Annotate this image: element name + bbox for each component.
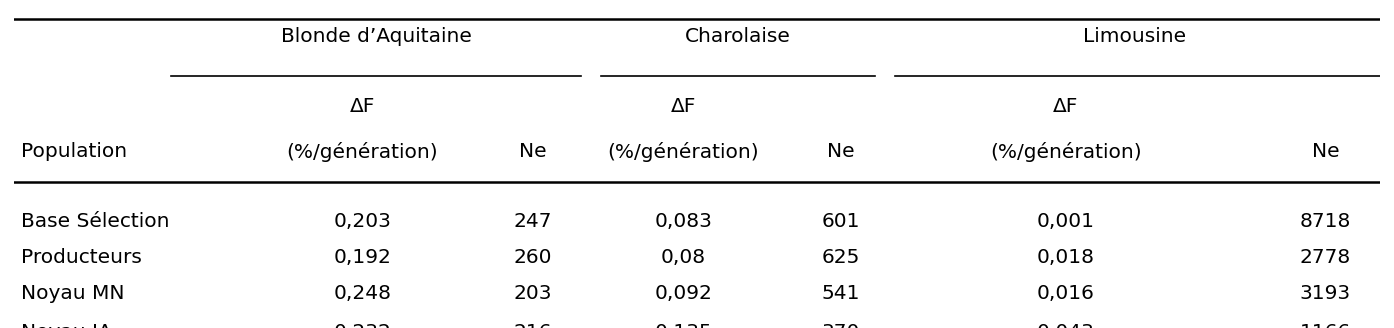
Text: Ne: Ne (1312, 142, 1340, 161)
Text: 0,08: 0,08 (661, 248, 705, 267)
Text: Noyau MN: Noyau MN (21, 284, 124, 303)
Text: Noyau IA: Noyau IA (21, 323, 112, 328)
Text: (%/génération): (%/génération) (608, 142, 760, 162)
Text: Producteurs: Producteurs (21, 248, 142, 267)
Text: 0,083: 0,083 (654, 212, 712, 231)
Text: 0,135: 0,135 (654, 323, 712, 328)
Text: 370: 370 (821, 323, 860, 328)
Text: 3193: 3193 (1299, 284, 1351, 303)
Text: 247: 247 (514, 212, 552, 231)
Text: Population: Population (21, 142, 127, 161)
Text: 0,018: 0,018 (1037, 248, 1094, 267)
Text: Base Sélection: Base Sélection (21, 212, 169, 231)
Text: ΔF: ΔF (350, 97, 375, 116)
Text: Blonde d’Aquitaine: Blonde d’Aquitaine (280, 27, 471, 46)
Text: ΔF: ΔF (1052, 97, 1079, 116)
Text: 0,043: 0,043 (1037, 323, 1094, 328)
Text: 8718: 8718 (1299, 212, 1351, 231)
Text: 541: 541 (821, 284, 860, 303)
Text: 216: 216 (514, 323, 552, 328)
Text: 0,092: 0,092 (654, 284, 712, 303)
Text: ΔF: ΔF (671, 97, 696, 116)
Text: 0,001: 0,001 (1037, 212, 1094, 231)
Text: Charolaise: Charolaise (684, 27, 790, 46)
Text: 0,248: 0,248 (333, 284, 392, 303)
Text: 0,192: 0,192 (333, 248, 392, 267)
Text: 625: 625 (821, 248, 860, 267)
Text: 1166: 1166 (1299, 323, 1351, 328)
Text: 0,016: 0,016 (1037, 284, 1094, 303)
Text: 260: 260 (514, 248, 552, 267)
Text: Ne: Ne (519, 142, 546, 161)
Text: Ne: Ne (827, 142, 855, 161)
Text: (%/génération): (%/génération) (990, 142, 1142, 162)
Text: 601: 601 (821, 212, 860, 231)
Text: 0,203: 0,203 (333, 212, 392, 231)
Text: 0,232: 0,232 (333, 323, 392, 328)
Text: 2778: 2778 (1299, 248, 1351, 267)
Text: 203: 203 (514, 284, 552, 303)
Text: Limousine: Limousine (1083, 27, 1186, 46)
Text: (%/génération): (%/génération) (287, 142, 438, 162)
